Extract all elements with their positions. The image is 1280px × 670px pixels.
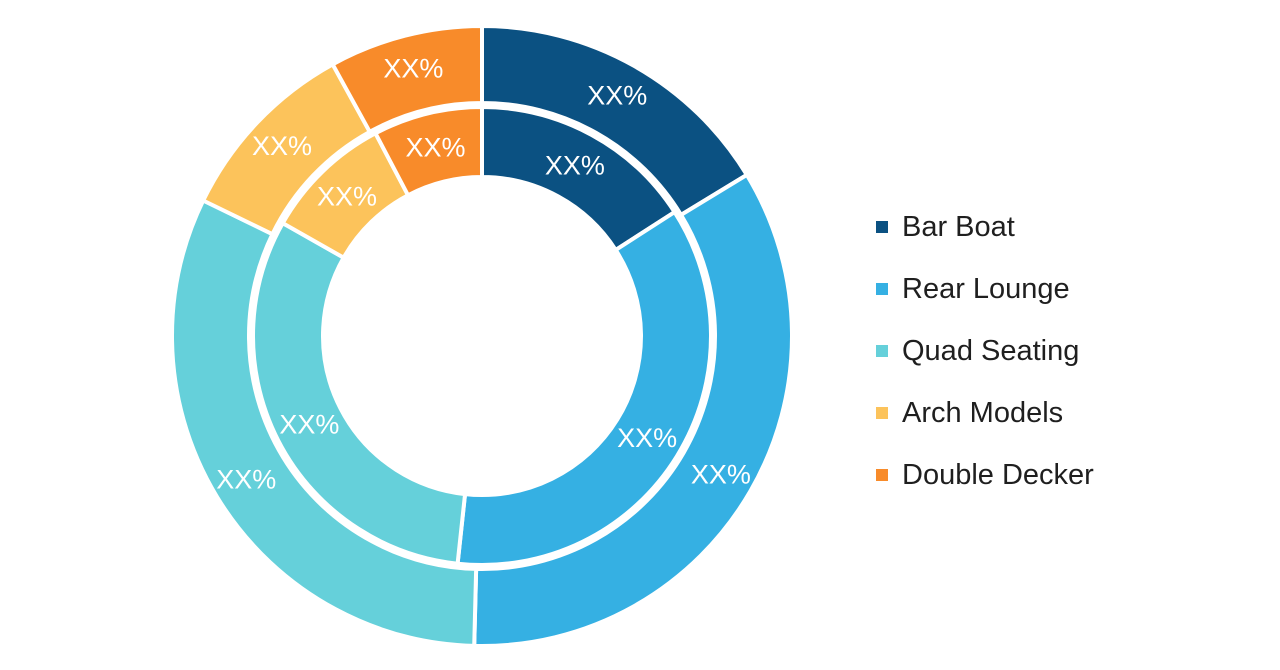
outer-label-quad-seating: XX% (216, 464, 276, 494)
legend-label-double-decker: Double Decker (902, 458, 1094, 491)
inner-label-arch-models: XX% (317, 182, 377, 212)
legend-item-quad-seating: Quad Seating (876, 320, 1094, 382)
legend-swatch-arch-models (876, 407, 888, 419)
outer-label-double-decker: XX% (383, 54, 443, 84)
legend-label-arch-models: Arch Models (902, 396, 1064, 429)
legend-swatch-bar-boat (876, 221, 888, 233)
outer-label-rear-lounge: XX% (691, 459, 751, 489)
outer-ring: XX%XX%XX%XX%XX% (170, 23, 794, 648)
legend-label-bar-boat: Bar Boat (902, 210, 1015, 243)
legend-item-bar-boat: Bar Boat (876, 196, 1094, 258)
legend-label-quad-seating: Quad Seating (902, 334, 1080, 367)
legend-item-rear-lounge: Rear Lounge (876, 258, 1094, 320)
outer-slice-rear-lounge (472, 172, 794, 648)
inner-slice-rear-lounge (455, 209, 713, 567)
inner-slice-double-decker (372, 104, 484, 198)
legend-swatch-rear-lounge (876, 283, 888, 295)
legend-swatch-double-decker (876, 469, 888, 481)
outer-label-bar-boat: XX% (587, 80, 647, 110)
legend: Bar Boat Rear Lounge Quad Seating Arch M… (876, 196, 1094, 506)
legend-label-rear-lounge: Rear Lounge (902, 272, 1070, 305)
outer-slice-double-decker (329, 23, 484, 135)
inner-label-quad-seating: XX% (279, 410, 339, 440)
legend-swatch-quad-seating (876, 345, 888, 357)
inner-ring: XX%XX%XX%XX%XX% (251, 104, 713, 567)
inner-slice-quad-seating (251, 220, 468, 566)
outer-slice-quad-seating (170, 197, 479, 648)
inner-label-double-decker: XX% (406, 133, 466, 163)
inner-label-bar-boat: XX% (545, 151, 605, 181)
legend-item-arch-models: Arch Models (876, 382, 1094, 444)
legend-item-double-decker: Double Decker (876, 444, 1094, 506)
inner-label-rear-lounge: XX% (617, 423, 677, 453)
outer-label-arch-models: XX% (252, 131, 312, 161)
